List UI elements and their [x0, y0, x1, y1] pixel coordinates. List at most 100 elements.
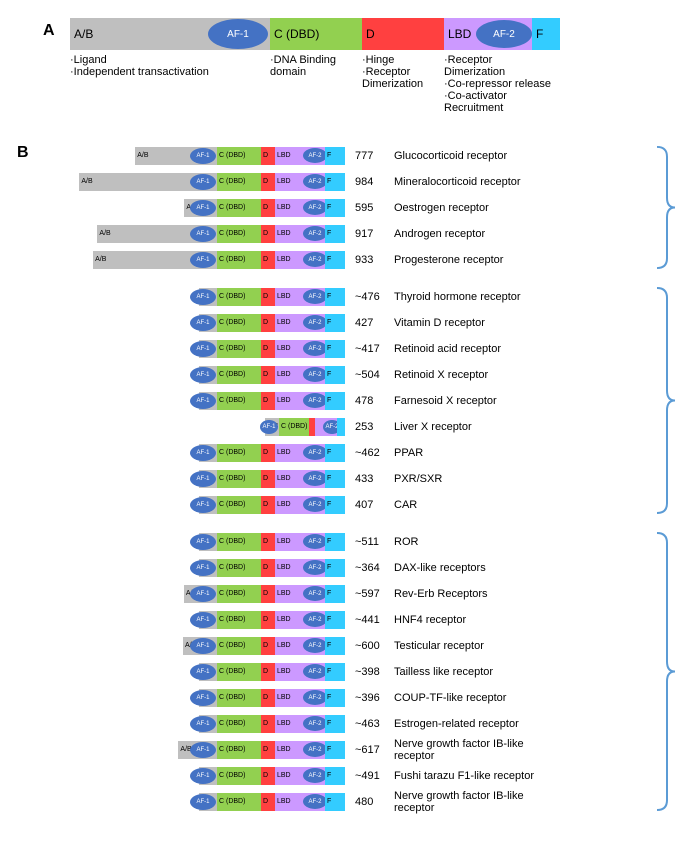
receptor-bar: A/BAF-1C (DBD)DLBDAF-2F — [199, 444, 345, 462]
seg-d: D — [261, 392, 275, 410]
receptor-size: ~398 — [345, 666, 390, 678]
receptor-size: ~600 — [345, 640, 390, 652]
seg-lbd: LBDAF-2 — [275, 533, 325, 551]
receptor-name: Liver X receptor — [390, 421, 550, 433]
seg-c: C (DBD) — [217, 199, 261, 217]
seg-lbd: LBDAF-2 — [275, 444, 325, 462]
seg-f — [337, 418, 345, 436]
receptor-bar: A/BAF-1C (DBD)DLBDAF-2F — [199, 611, 345, 629]
legend-af-2-ellipse: AF-2 — [476, 20, 532, 48]
receptor-row: A/BAF-1C (DBD)DLBDAF-2F~600Testicular re… — [45, 634, 665, 657]
af-ellipse: AF-2 — [303, 445, 327, 460]
seg-lbd: LBDAF-2 — [275, 585, 325, 603]
receptor-size: 480 — [345, 796, 390, 808]
seg-d: D — [261, 496, 275, 514]
receptor-size: ~396 — [345, 692, 390, 704]
af-ellipse: AF-2 — [303, 794, 327, 809]
receptor-size: ~364 — [345, 562, 390, 574]
seg-lbd: LBDAF-2 — [275, 147, 325, 165]
seg-f: F — [325, 741, 345, 759]
seg-ab: A/BAF-1 — [199, 340, 217, 358]
seg-d: D — [261, 741, 275, 759]
receptor-row: A/BAF-1C (DBD)DLBDAF-2F595Oestrogen rece… — [45, 196, 665, 219]
cluster-block: A/BAF-1C (DBD)DLBDAF-2F777Glucocorticoid… — [45, 144, 665, 271]
receptor-name: Thyroid hormone receptor — [390, 291, 550, 303]
seg-f: F — [325, 767, 345, 785]
seg-c: C (DBD) — [217, 663, 261, 681]
seg-ab: A/BAF-1 — [199, 366, 217, 384]
receptor-size: ~491 — [345, 770, 390, 782]
af-ellipse: AF-2 — [303, 252, 327, 267]
receptor-row: A/BAF-1C (DBD)DLBDAF-2F984Mineralocortic… — [45, 170, 665, 193]
seg-lbd: LBDAF-2 — [275, 314, 325, 332]
seg-c: C (DBD) — [217, 741, 261, 759]
af-ellipse: AF-1 — [190, 534, 216, 550]
af-ellipse: AF-2 — [303, 768, 327, 783]
seg-lbd: LBDAF-2 — [275, 366, 325, 384]
seg-ab: A/BAF-1 — [199, 611, 217, 629]
seg-d: D — [261, 225, 275, 243]
receptor-name: Oestrogen receptor — [390, 202, 550, 214]
receptor-row: A/BAF-1C (DBD)DLBDAF-2F480Nerve growth f… — [45, 790, 665, 813]
seg-c: C (DBD) — [217, 496, 261, 514]
receptor-size: 917 — [345, 228, 390, 240]
seg-ab: A/BAF-1 — [199, 533, 217, 551]
seg-c: C (DBD) — [279, 418, 309, 436]
af-ellipse: AF-1 — [190, 174, 216, 190]
receptor-row: A/BAF-1C (DBD)DLBDAF-2F~396COUP-TF-like … — [45, 686, 665, 709]
seg-ab: A/BAF-1 — [184, 585, 217, 603]
seg-d: D — [261, 689, 275, 707]
af-ellipse: AF-1 — [190, 471, 216, 487]
receptor-size: ~417 — [345, 343, 390, 355]
seg-f: F — [325, 444, 345, 462]
seg-ab: A/BAF-1 — [199, 663, 217, 681]
seg-c: C (DBD) — [217, 637, 261, 655]
seg-d: D — [261, 199, 275, 217]
receptor-row: A/BAF-1C (DBD)DLBDAF-2F~597Rev-Erb Recep… — [45, 582, 665, 605]
legend-seg-d: D — [362, 18, 444, 50]
receptor-size: ~476 — [345, 291, 390, 303]
seg-f: F — [325, 793, 345, 811]
seg-f: F — [325, 663, 345, 681]
af-ellipse: AF-1 — [190, 716, 216, 732]
panel-b: B A/BAF-1C (DBD)DLBDAF-2F777Glucocortico… — [15, 144, 665, 813]
panel-a: A A/BAF-1C (DBD)DLBDAF-2F LigandIndepend… — [15, 10, 665, 114]
af-ellipse: AF-1 — [190, 742, 216, 758]
receptor-size: 253 — [345, 421, 390, 433]
seg-lbd: LBDAF-2 — [275, 199, 325, 217]
af-ellipse: AF-1 — [190, 341, 216, 357]
seg-lbd: LBDAF-2 — [275, 470, 325, 488]
receptor-bar: A/BAF-1C (DBD)DLBDAF-2F — [199, 470, 345, 488]
receptor-size: ~617 — [345, 744, 390, 756]
receptor-row: A/BAF-1C (DBD)DLBDAF-2F917Androgen recep… — [45, 222, 665, 245]
af-ellipse: AF-1 — [190, 393, 216, 409]
receptor-bar: A/BAF-1C (DBD)DLBDAF-2F — [199, 559, 345, 577]
af-ellipse: AF-1 — [190, 612, 216, 628]
legend-desc-col: DNA Binding domain — [270, 54, 362, 114]
receptor-name: Fushi tarazu F1-like receptor — [390, 770, 550, 782]
seg-ab: A/BAF-1 — [199, 793, 217, 811]
seg-d: D — [261, 147, 275, 165]
seg-c: C (DBD) — [217, 147, 261, 165]
receptor-row: A/BAF-1C (DBD)DLBDAF-2F~417Retinoid acid… — [45, 337, 665, 360]
seg-d: D — [261, 585, 275, 603]
seg-ab: A/BAF-1 — [199, 559, 217, 577]
seg-c: C (DBD) — [217, 689, 261, 707]
af-ellipse: AF-2 — [303, 690, 327, 705]
af-ellipse: AF-2 — [303, 471, 327, 486]
receptor-bar: A/BAF-1C (DBD)AF-2 — [265, 418, 345, 436]
af-ellipse: AF-1 — [190, 560, 216, 576]
seg-c: C (DBD) — [217, 366, 261, 384]
seg-lbd: LBDAF-2 — [275, 663, 325, 681]
seg-f: F — [325, 225, 345, 243]
seg-d: D — [261, 715, 275, 733]
receptor-name: Tailless like receptor — [390, 666, 550, 678]
af-ellipse: AF-1 — [190, 289, 216, 305]
receptor-bar: A/BAF-1C (DBD)DLBDAF-2F — [97, 225, 345, 243]
cluster-block: A/BAF-1C (DBD)DLBDAF-2F~476Thyroid hormo… — [45, 285, 665, 516]
legend-seg-f: F — [532, 18, 560, 50]
receptor-name: Estrogen-related receptor — [390, 718, 550, 730]
seg-c: C (DBD) — [217, 793, 261, 811]
seg-d: D — [261, 663, 275, 681]
receptor-size: 427 — [345, 317, 390, 329]
